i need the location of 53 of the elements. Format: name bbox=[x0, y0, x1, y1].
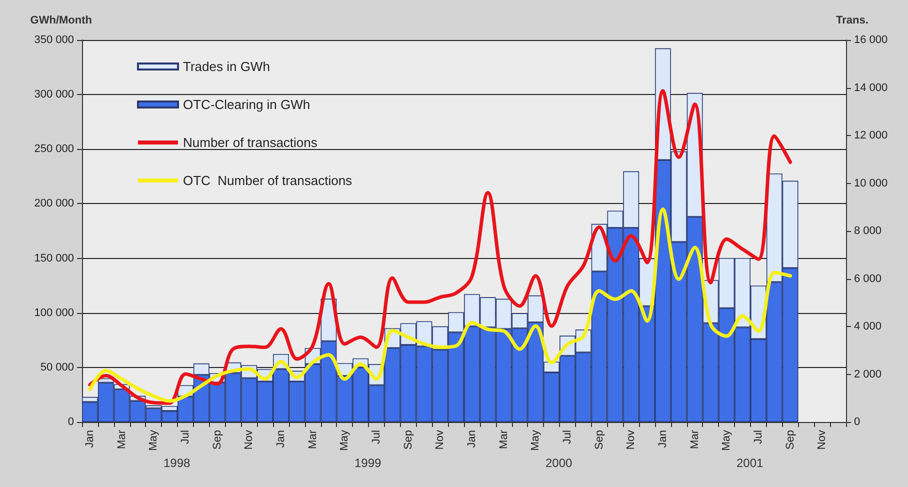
x-tick-label: Jan bbox=[466, 430, 478, 448]
x-tick-label: Jul bbox=[752, 430, 764, 444]
x-tick-label: Nov bbox=[625, 430, 638, 450]
y-tick-label: 200 000 bbox=[34, 198, 74, 210]
x-tick-label: Jan bbox=[84, 430, 96, 448]
line-series bbox=[88, 208, 792, 403]
x-tick-label: Nov bbox=[434, 430, 446, 450]
x-tick-label: Jul bbox=[179, 430, 192, 444]
y2-tick-label: 10 000 bbox=[854, 177, 888, 190]
x-tick-label: Sep bbox=[593, 430, 606, 450]
legend-label: Number of transactions bbox=[183, 135, 318, 150]
legend-label: OTC Number of transactions bbox=[183, 173, 353, 188]
y2-tick-label: 2 000 bbox=[854, 368, 882, 380]
y2-tick-label: 14 000 bbox=[854, 82, 888, 94]
x-tick-label: May bbox=[720, 430, 733, 451]
x-tick-label: Mar bbox=[688, 430, 701, 449]
x-tick-label: Jan bbox=[274, 430, 287, 448]
y2-axis-title: Trans. bbox=[836, 14, 868, 26]
y2-tick-label: 4 000 bbox=[854, 320, 882, 332]
y2-tick-label: 16 000 bbox=[854, 34, 888, 46]
text: 1999 bbox=[354, 456, 382, 470]
x-tick-label: Mar bbox=[498, 430, 510, 449]
x-tick-label: May bbox=[530, 430, 542, 451]
x-tick-label: Jan bbox=[656, 430, 669, 448]
x-tick-label: May bbox=[338, 430, 351, 451]
line-series bbox=[88, 89, 792, 405]
y-tick-label: 300 000 bbox=[34, 88, 74, 101]
y-tick-label: 50 000 bbox=[40, 361, 74, 374]
y2-tick-label: 6 000 bbox=[854, 272, 882, 285]
text: 2000 bbox=[546, 456, 573, 470]
text: 2001 bbox=[736, 456, 764, 470]
x-tick-label: Mar bbox=[116, 430, 128, 449]
y-tick-label: 0 bbox=[68, 416, 74, 428]
x-tick-label: Sep bbox=[784, 430, 796, 450]
y2-tick-label: 8 000 bbox=[854, 225, 882, 237]
x-tick-label: Nov bbox=[243, 430, 256, 450]
y2-tick-label: 12 000 bbox=[854, 130, 888, 142]
y-tick-label: 250 000 bbox=[34, 143, 74, 156]
legend-label: Trades in GWh bbox=[183, 59, 270, 74]
text: 1998 bbox=[164, 456, 191, 470]
x-tick-label: Jul bbox=[370, 430, 382, 444]
x-tick-label: Sep bbox=[211, 430, 224, 450]
x-tick-label: Jul bbox=[561, 430, 574, 444]
x-tick-label: Sep bbox=[402, 430, 414, 450]
y-tick-label: 350 000 bbox=[34, 34, 74, 46]
y-tick-label: 150 000 bbox=[34, 252, 74, 264]
x-tick-label: Nov bbox=[816, 430, 828, 450]
y-axis-title: GWh/Month bbox=[30, 14, 92, 26]
x-tick-label: Mar bbox=[306, 430, 319, 449]
y2-tick-label: 0 bbox=[854, 416, 860, 428]
x-tick-label: May bbox=[148, 430, 160, 451]
y-tick-label: 100 000 bbox=[34, 306, 74, 319]
legend-label: OTC-Clearing in GWh bbox=[183, 97, 310, 112]
